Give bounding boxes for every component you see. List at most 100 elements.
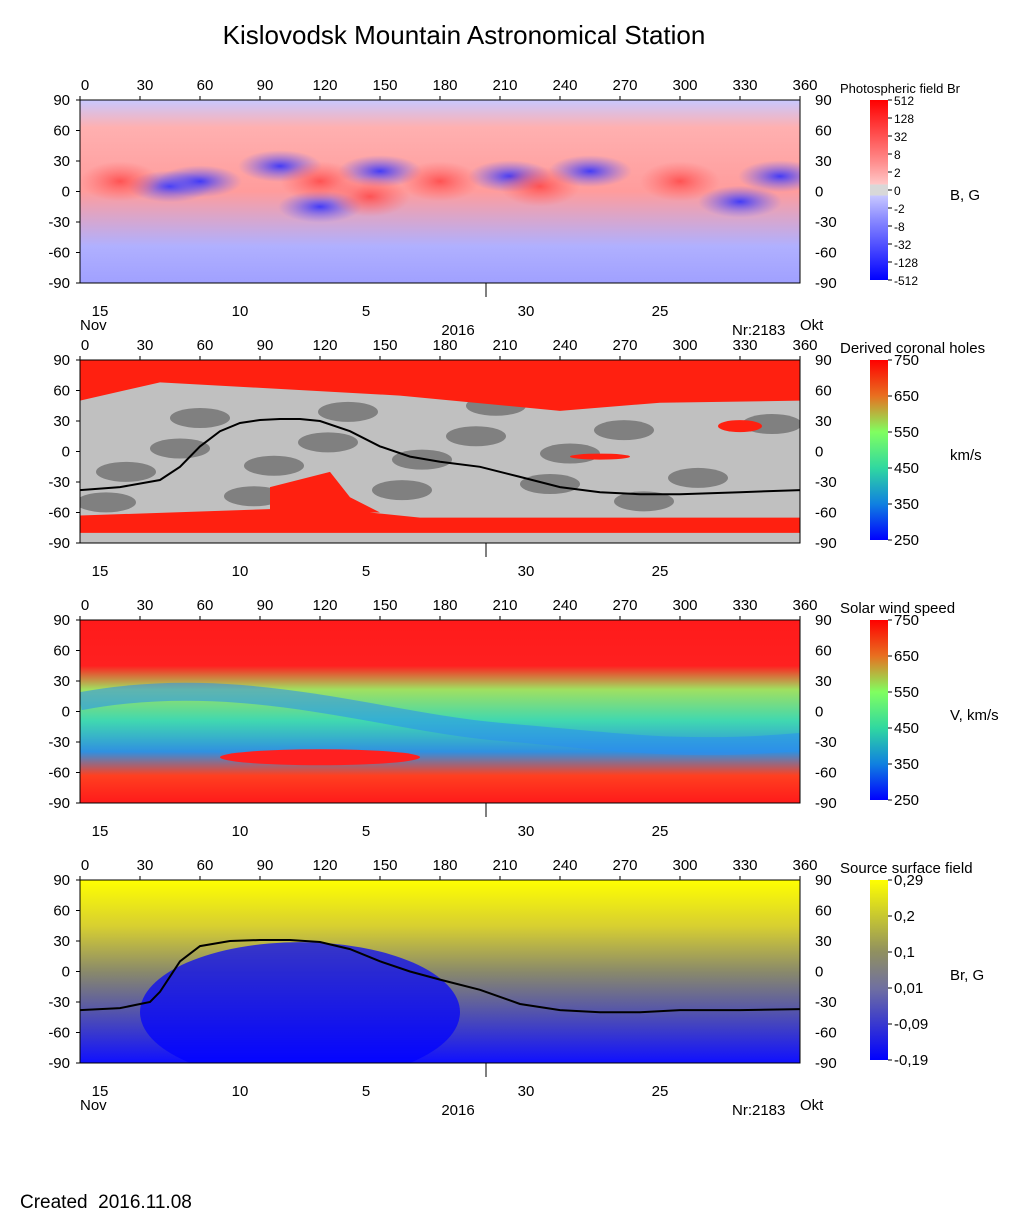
date-tick-label: 10 (232, 563, 249, 580)
lat-tick-label-left: -90 (48, 1055, 70, 1072)
colorbar-tick-label: -32 (894, 238, 912, 252)
negative-region (738, 160, 800, 193)
colorbar-tick-label: -128 (894, 256, 918, 270)
colorbar-tick-label: -512 (894, 274, 918, 288)
date-tick-label: 5 (362, 303, 370, 320)
lat-tick-label-right: 30 (815, 673, 832, 690)
lon-tick-label: 330 (732, 857, 757, 874)
lon-tick-label: 150 (372, 857, 397, 874)
colorbar-tick-label: 128 (894, 112, 914, 126)
mixed-field-region (80, 492, 136, 513)
colorbar-tick-label: -0,09 (894, 1016, 928, 1033)
colorbar (870, 360, 888, 540)
lon-tick-label: 150 (372, 337, 397, 354)
lon-tick-label: 120 (312, 597, 337, 614)
lon-tick-label: 300 (672, 597, 697, 614)
lat-tick-label-right: 30 (815, 153, 832, 170)
wind-background (80, 620, 800, 803)
lat-tick-label-right: 90 (815, 352, 832, 369)
lon-tick-label: 120 (312, 857, 337, 874)
month-left-label: Nov (80, 1097, 107, 1114)
lon-tick-label: 330 (732, 597, 757, 614)
lat-tick-label-left: -30 (48, 994, 70, 1011)
lon-tick-label: 150 (372, 77, 397, 94)
mixed-field-region (668, 467, 728, 488)
lon-tick-label: 270 (612, 77, 637, 94)
mixed-field-region (372, 480, 432, 501)
positive-region (500, 166, 580, 207)
lon-tick-label: 30 (137, 597, 154, 614)
lon-tick-label: 90 (257, 857, 274, 874)
lon-tick-label: 300 (672, 77, 697, 94)
mixed-field-region (540, 443, 600, 464)
lon-tick-label: 360 (792, 857, 817, 874)
mixed-field-region (170, 407, 230, 428)
negative-region (158, 165, 242, 198)
lat-tick-label-right: -30 (815, 214, 837, 231)
date-tick-label: 25 (652, 563, 669, 580)
colorbar-tick-label: -0,19 (894, 1052, 928, 1069)
colorbar-tick-label: 350 (894, 496, 919, 513)
lat-tick-label-right: -30 (815, 994, 837, 1011)
created-label: Created 2016.11.08 (20, 1192, 192, 1213)
colorbar-tick-label: 32 (894, 130, 908, 144)
mixed-field-region (96, 461, 156, 482)
lon-tick-label: 120 (312, 337, 337, 354)
colorbar-tick-label: 0,2 (894, 908, 915, 925)
colorbar-unit: V, km/s (950, 707, 999, 724)
date-tick-label: 15 (92, 563, 109, 580)
date-tick-label: 5 (362, 563, 370, 580)
date-tick-label: 30 (518, 303, 535, 320)
positive-region (80, 161, 160, 202)
colorbar-unit: Br, G (950, 967, 984, 984)
colorbar-tick-label: 350 (894, 756, 919, 773)
mixed-field-region (150, 438, 210, 459)
date-tick-label: 10 (232, 1083, 249, 1100)
rotation-label: Nr:2183 (732, 1102, 785, 1119)
colorbar-tick-label: 550 (894, 684, 919, 701)
slow-wind-band (80, 682, 800, 756)
colorbar-tick-label: 650 (894, 648, 919, 665)
lat-tick-label-left: -90 (48, 795, 70, 812)
lat-tick-label-left: 60 (53, 123, 70, 140)
lat-tick-label-left: -60 (48, 1025, 70, 1042)
colorbar-title: Solar wind speed (840, 600, 955, 617)
colorbar-unit: km/s (950, 447, 982, 464)
date-tick-label: 30 (518, 823, 535, 840)
date-tick-label: 25 (652, 823, 669, 840)
lat-tick-label-left: -90 (48, 535, 70, 552)
colorbar-tick-label: 0,29 (894, 872, 923, 889)
lat-tick-label-right: -90 (815, 795, 837, 812)
date-tick-label: 25 (652, 1083, 669, 1100)
date-tick-label: 5 (362, 1083, 370, 1100)
lon-tick-label: 360 (792, 337, 817, 354)
lon-tick-label: 210 (492, 77, 517, 94)
colorbar (870, 880, 888, 1060)
north-coronal-hole (80, 360, 800, 411)
lat-tick-label-right: 90 (815, 612, 832, 629)
lon-tick-label: 0 (81, 857, 89, 874)
lon-tick-label: 0 (81, 337, 89, 354)
coronal-hole-small (570, 453, 630, 460)
lon-tick-label: 270 (612, 857, 637, 874)
plot-area-wind (80, 620, 800, 803)
lat-tick-label-left: -90 (48, 275, 70, 292)
date-tick-label: 30 (518, 563, 535, 580)
year-label: 2016 (441, 1102, 474, 1119)
lat-tick-label-right: 0 (815, 964, 823, 981)
lat-tick-label-left: 0 (62, 444, 70, 461)
lat-tick-label-left: 90 (53, 612, 70, 629)
lon-tick-label: 240 (552, 337, 577, 354)
colorbar-tick-label: 512 (894, 94, 914, 108)
lon-tick-label: 240 (552, 597, 577, 614)
lon-tick-label: 90 (257, 77, 274, 94)
lat-tick-label-right: -60 (815, 1025, 837, 1042)
lat-tick-label-left: 60 (53, 383, 70, 400)
plot-area-source (80, 880, 800, 1063)
lon-tick-label: 360 (792, 597, 817, 614)
lat-tick-label-left: 60 (53, 903, 70, 920)
page-title: Kislovodsk Mountain Astronomical Station (222, 20, 706, 50)
lat-tick-label-right: 0 (815, 704, 823, 721)
